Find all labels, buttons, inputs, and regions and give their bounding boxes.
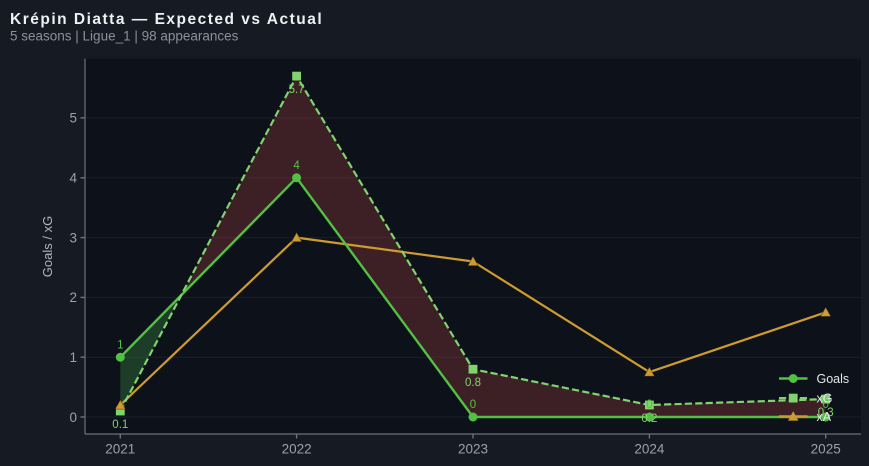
svg-text:2025: 2025 [811,442,841,457]
svg-text:0: 0 [69,410,77,425]
svg-text:5.7: 5.7 [289,84,305,96]
svg-text:0.3: 0.3 [818,407,834,419]
svg-text:Goals / xG: Goals / xG [40,216,55,277]
svg-text:0: 0 [822,399,828,411]
svg-text:5: 5 [69,111,77,126]
svg-text:1: 1 [69,350,77,365]
svg-text:0.1: 0.1 [112,419,128,431]
svg-text:1: 1 [117,339,123,351]
svg-text:5 seasons | Ligue_1 | 98 appea: 5 seasons | Ligue_1 | 98 appearances [10,29,239,44]
svg-text:4: 4 [69,171,77,186]
svg-text:4: 4 [293,160,300,172]
svg-text:xG: xG [817,392,833,406]
svg-text:0.8: 0.8 [465,377,481,389]
svg-text:2023: 2023 [458,442,488,457]
svg-text:0: 0 [470,399,476,411]
svg-text:Goals: Goals [817,372,850,386]
svg-text:2024: 2024 [634,442,665,457]
svg-text:0: 0 [646,399,652,411]
svg-text:2: 2 [69,290,77,305]
svg-text:xA: xA [817,410,832,424]
svg-text:2022: 2022 [282,442,312,457]
svg-text:3: 3 [69,230,77,245]
svg-text:Krépin Diatta — Expected vs Ac: Krépin Diatta — Expected vs Actual [10,11,323,28]
svg-text:0.2: 0.2 [641,413,657,425]
svg-text:2021: 2021 [105,442,135,457]
